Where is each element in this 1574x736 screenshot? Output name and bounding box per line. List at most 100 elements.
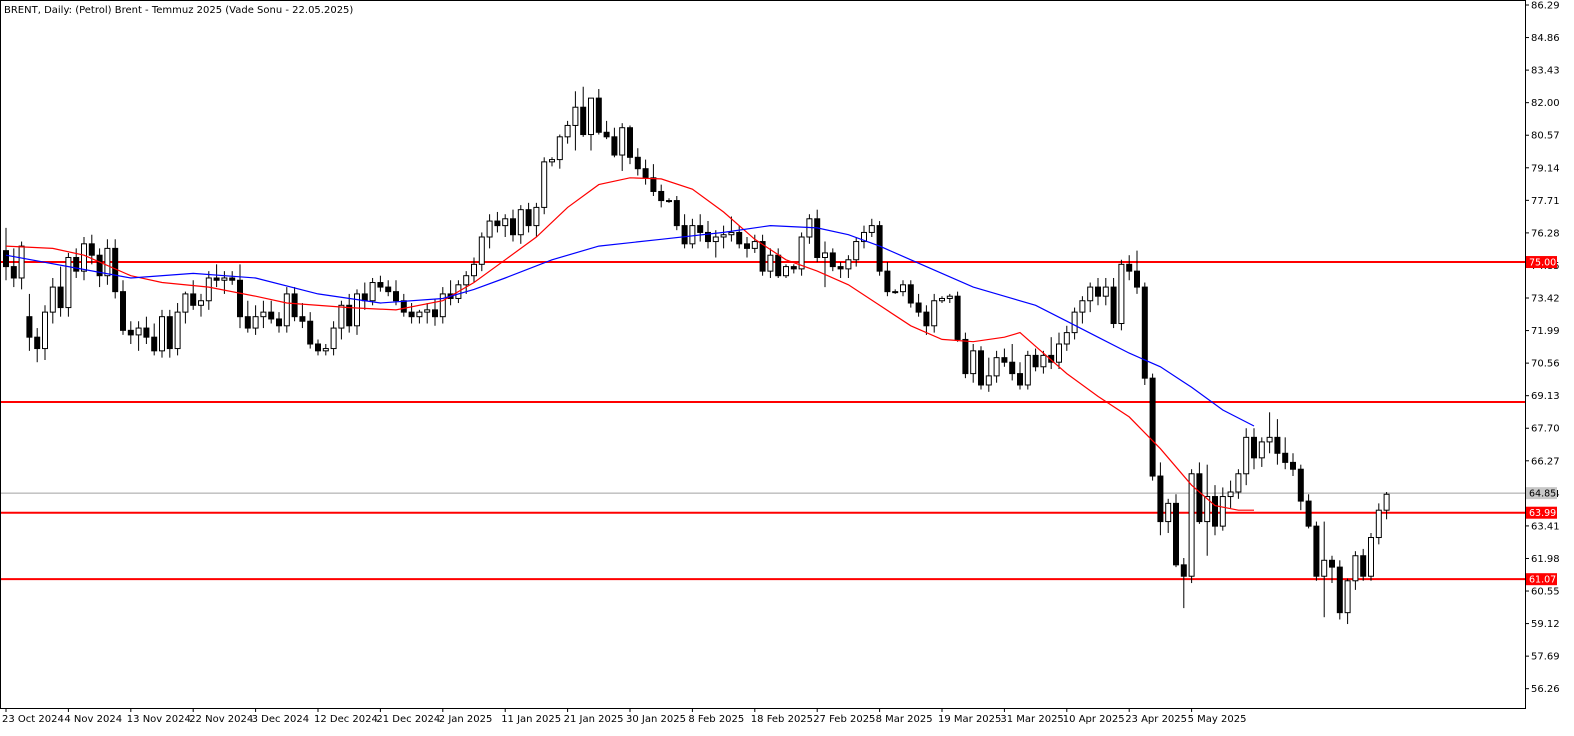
candle: [1290, 453, 1296, 477]
y-tick-label: 60.55: [1531, 587, 1560, 598]
candle: [673, 196, 680, 231]
candle: [1368, 532, 1374, 581]
x-tick-label: 11 Jan 2025: [501, 714, 561, 725]
candle-body: [1266, 436, 1273, 443]
level-tag-0-bg: [1526, 256, 1557, 269]
candle: [946, 293, 953, 304]
candle: [1212, 485, 1218, 536]
candle-body: [502, 218, 509, 227]
candle-body: [736, 231, 743, 245]
candle-body: [307, 320, 314, 345]
current-price-tag: 64.85: [1529, 489, 1556, 500]
candle: [1352, 551, 1359, 590]
candle: [814, 209, 821, 263]
candle: [471, 257, 477, 283]
candle: [892, 289, 899, 294]
candle: [1102, 277, 1109, 306]
candle: [1173, 494, 1179, 568]
candle: [1251, 428, 1257, 470]
candle-body: [1212, 496, 1218, 527]
candle: [939, 296, 945, 304]
candle: [478, 232, 485, 272]
candle: [619, 123, 626, 171]
candles: [3, 86, 1390, 625]
candle-body: [790, 266, 797, 270]
candle: [81, 236, 87, 281]
candle-body: [1282, 452, 1289, 463]
x-tick-label: 23 Oct 2024: [2, 714, 64, 725]
candle: [572, 91, 579, 151]
candle-body: [985, 375, 992, 386]
candle-body: [705, 231, 711, 243]
candle-body: [400, 300, 407, 313]
candle-body: [1235, 473, 1242, 493]
candle: [720, 225, 727, 249]
candle-body: [1180, 564, 1187, 577]
candle: [1180, 558, 1187, 609]
candle: [393, 280, 399, 306]
candle: [1313, 521, 1320, 581]
candle: [541, 157, 548, 215]
candle-body: [10, 266, 17, 279]
candle-body: [564, 124, 571, 138]
candle: [556, 134, 563, 169]
y-tick-label: 56.26: [1531, 684, 1560, 695]
candle-body: [3, 250, 9, 268]
candle: [1383, 491, 1390, 520]
candle: [127, 321, 134, 345]
candle-body: [1141, 286, 1148, 379]
candle: [166, 309, 173, 358]
candle-body: [1352, 555, 1359, 582]
candle: [377, 275, 384, 292]
candle-body: [34, 336, 41, 350]
x-tick-label: 18 Feb 2025: [751, 714, 813, 725]
candle-body: [1110, 286, 1117, 325]
y-tick-label: 61.98: [1531, 554, 1560, 565]
candle-body: [182, 293, 189, 313]
candle-body: [416, 311, 423, 318]
candle-body: [143, 327, 150, 338]
candle: [174, 303, 181, 356]
candle-body: [1297, 468, 1304, 502]
candle-body: [73, 256, 80, 272]
candle: [1360, 548, 1367, 581]
candle: [611, 127, 618, 158]
candle: [135, 321, 142, 351]
candle-body: [135, 327, 142, 336]
candle-body: [946, 295, 953, 299]
x-tick-label: 3 Dec 2024: [252, 714, 310, 725]
candle-body: [611, 136, 618, 156]
candle: [923, 305, 930, 335]
candle: [588, 97, 594, 151]
candle-body: [533, 206, 540, 227]
candle: [697, 214, 704, 242]
candle: [346, 293, 353, 333]
candle-body: [205, 277, 212, 302]
candle-body: [1149, 377, 1156, 477]
x-tick-label: 5 May 2025: [1188, 714, 1247, 725]
candle-body: [346, 304, 353, 327]
candle-body: [268, 311, 275, 320]
candle: [1305, 494, 1312, 529]
candle-body: [369, 282, 376, 302]
horizontal-levels: [1, 261, 1525, 581]
candle-body: [42, 311, 48, 350]
candle-body: [49, 286, 56, 313]
candle-body: [541, 161, 548, 208]
candle: [315, 339, 321, 356]
candle-body: [151, 336, 158, 352]
candle: [1126, 255, 1133, 281]
candle-body: [829, 252, 836, 268]
candle: [1071, 307, 1078, 340]
y-tick-label: 76.28: [1531, 228, 1560, 239]
candle: [439, 287, 446, 324]
level-tag-0: 75.00: [1529, 258, 1556, 269]
candle-body: [1204, 496, 1211, 523]
candle-body: [1243, 436, 1250, 475]
candle: [159, 309, 165, 358]
candle: [18, 241, 25, 290]
candle-body: [96, 254, 103, 277]
candle: [1165, 498, 1172, 533]
